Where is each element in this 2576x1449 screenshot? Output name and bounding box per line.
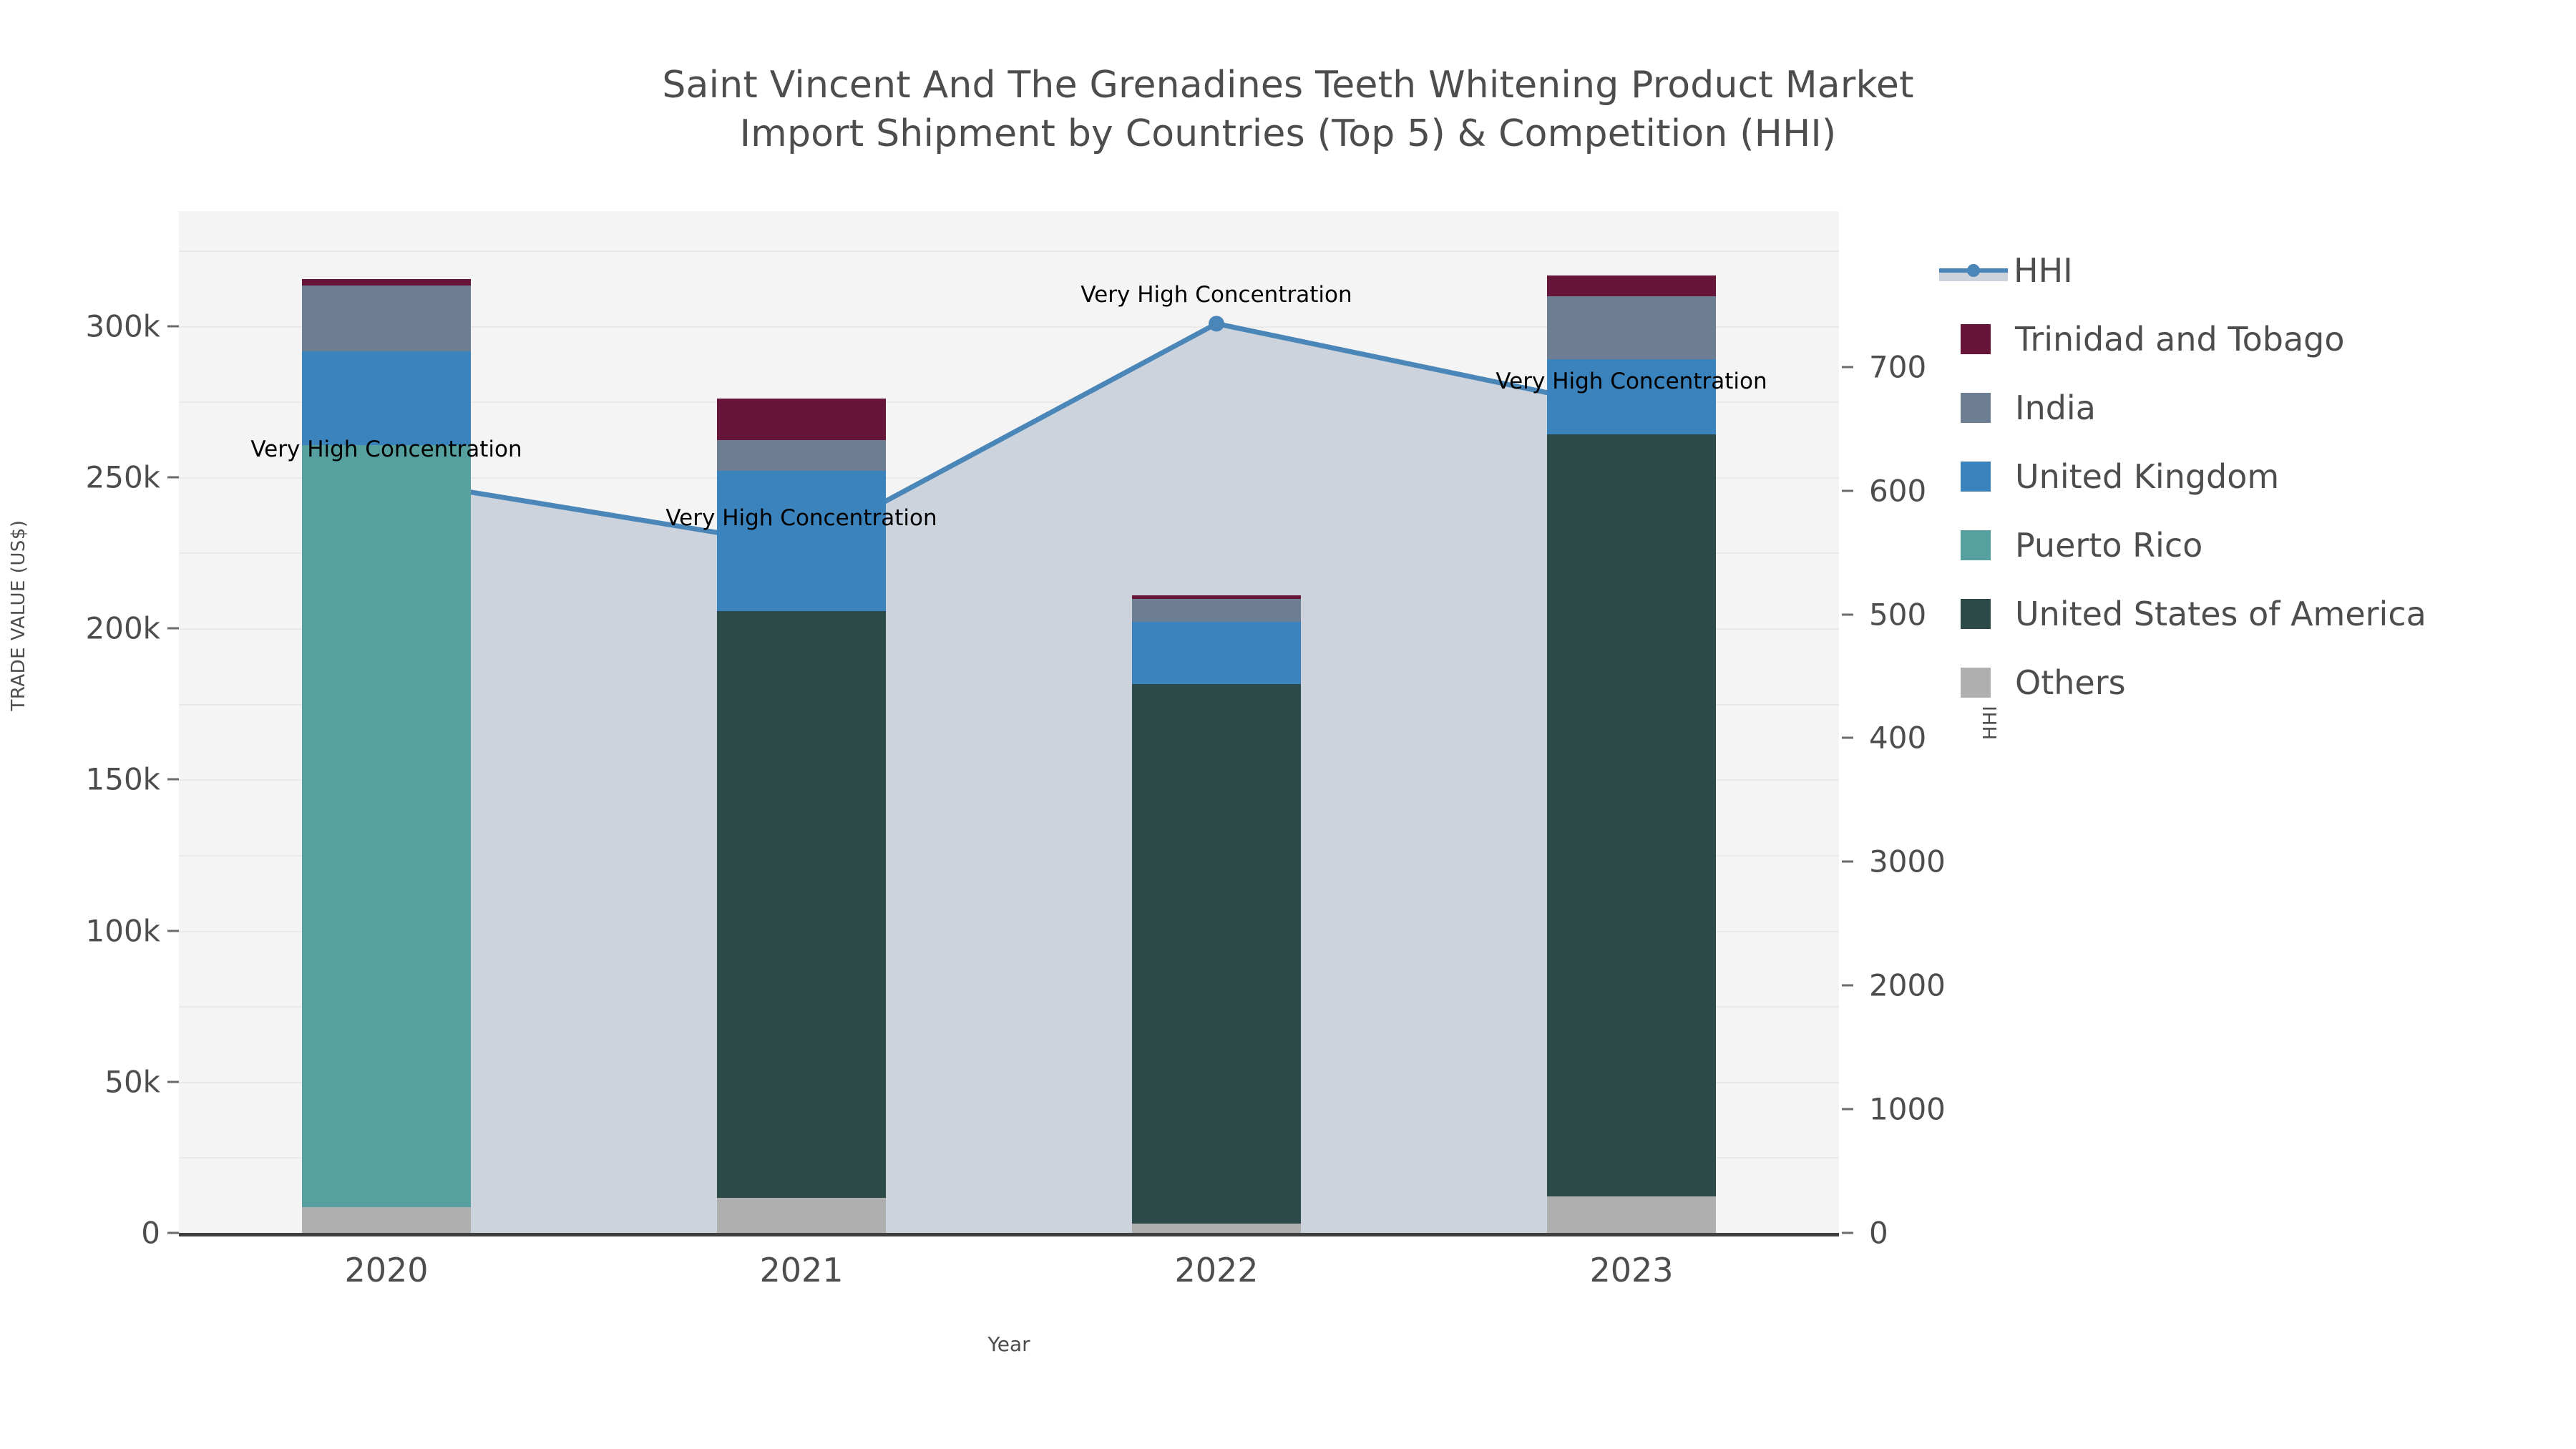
legend-line-marker	[1967, 264, 1980, 277]
y-axis-left-title: TRADE VALUE (US$)	[8, 519, 29, 711]
bar-group-2022[interactable]	[1132, 211, 1301, 1233]
y-tick-label-right: 1000	[1869, 1091, 1946, 1127]
bar-group-2021[interactable]	[717, 211, 886, 1233]
legend-item-label: United Kingdom	[2015, 457, 2280, 496]
y-tick-label-right: 500	[1869, 597, 1927, 633]
hhi-area-fill	[386, 323, 1631, 1233]
legend-item-trinidad-and-tobago[interactable]: Trinidad and Tobago	[1948, 305, 2426, 374]
legend-item-india[interactable]: India	[1948, 374, 2426, 442]
gridline	[179, 401, 1839, 404]
bar-segment[interactable]	[1132, 1223, 1301, 1233]
y-tick-label-right: 400	[1869, 720, 1927, 756]
chart-title: Saint Vincent And The Grenadines Teeth W…	[0, 62, 2576, 158]
bar-segment[interactable]	[302, 351, 471, 446]
legend-color-swatch	[1961, 599, 1991, 629]
bar-segment[interactable]	[1547, 296, 1716, 360]
y-tick-mark-right	[1842, 984, 1853, 987]
chart-legend: HHI Trinidad and Tobago India United Kingdo…	[1939, 236, 2426, 717]
concentration-annotation: Very High Concentration	[1080, 282, 1352, 308]
bar-segment[interactable]	[1547, 275, 1716, 296]
legend-color-swatch	[1961, 668, 1991, 698]
gridline	[179, 250, 1839, 252]
y-tick-mark-right	[1842, 1108, 1853, 1111]
y-tick-label-left: 300k	[85, 308, 161, 344]
legend-item-hhi[interactable]: HHI	[1939, 236, 2426, 305]
bar-segment[interactable]	[302, 278, 471, 286]
bar-segment[interactable]	[717, 611, 886, 1198]
x-tick-label-2022: 2022	[1174, 1251, 1259, 1289]
legend-color-swatch	[1961, 393, 1991, 423]
y-tick-mark-right	[1842, 489, 1853, 492]
gridline	[179, 326, 1839, 328]
y-tick-mark-left	[167, 476, 179, 479]
bar-segment[interactable]	[1132, 683, 1301, 1224]
bar-group-2020[interactable]	[302, 211, 471, 1233]
y-tick-label-right: 700	[1869, 349, 1927, 385]
y-tick-label-right: 600	[1869, 473, 1927, 509]
x-axis-title: Year	[987, 1332, 1030, 1356]
legend-color-swatch	[1961, 462, 1991, 492]
y-tick-mark-left	[167, 778, 179, 781]
y-tick-mark-right	[1842, 736, 1853, 739]
bar-segment[interactable]	[717, 440, 886, 471]
y-tick-mark-left	[167, 930, 179, 932]
bar-segment[interactable]	[717, 1198, 886, 1233]
bar-segment[interactable]	[1547, 1196, 1716, 1233]
legend-item-united-states-of-america[interactable]: United States of America	[1948, 580, 2426, 648]
bar-segment[interactable]	[302, 445, 471, 1208]
legend-color-swatch	[1961, 324, 1991, 354]
chart-title-line2: Import Shipment by Countries (Top 5) & C…	[739, 112, 1837, 155]
y-tick-mark-left	[167, 1080, 179, 1083]
legend-color-swatch	[1961, 530, 1991, 560]
stacked-bars-layer	[179, 211, 1839, 1233]
legend-item-label: HHI	[2014, 251, 2073, 290]
bar-segment[interactable]	[717, 398, 886, 441]
bar-segment[interactable]	[302, 1207, 471, 1233]
y-tick-label-left: 250k	[85, 459, 161, 495]
y-tick-mark-left	[167, 627, 179, 630]
bar-segment[interactable]	[1132, 595, 1301, 599]
hhi-marker	[1209, 316, 1224, 332]
y-tick-label-right: 3000	[1869, 844, 1946, 879]
x-tick-label-2020: 2020	[344, 1251, 429, 1289]
y-tick-label-left: 200k	[85, 610, 161, 646]
legend-item-puerto-rico[interactable]: Puerto Rico	[1948, 511, 2426, 580]
bar-segment[interactable]	[1132, 621, 1301, 684]
y-tick-mark-right	[1842, 860, 1853, 863]
chart-title-line1: Saint Vincent And The Grenadines Teeth W…	[662, 64, 1914, 107]
hhi-line	[386, 321, 1632, 550]
y-tick-mark-right	[1842, 1231, 1853, 1234]
x-tick-label-2023: 2023	[1589, 1251, 1674, 1289]
legend-item-label: Trinidad and Tobago	[2015, 320, 2345, 358]
y-tick-label-left: 100k	[85, 913, 161, 948]
legend-item-label: United States of America	[2015, 595, 2426, 633]
y-tick-mark-left	[167, 1231, 179, 1234]
bar-segment[interactable]	[1547, 359, 1716, 435]
y-tick-label-left: 50k	[104, 1064, 160, 1100]
legend-item-label: Puerto Rico	[2015, 526, 2203, 565]
legend-item-others[interactable]: Others	[1948, 648, 2426, 717]
concentration-annotation: Very High Concentration	[1496, 369, 1767, 395]
legend-item-label: Others	[2015, 663, 2126, 702]
x-tick-label-2021: 2021	[759, 1251, 844, 1289]
bar-segment[interactable]	[1547, 434, 1716, 1196]
y-tick-mark-right	[1842, 613, 1853, 616]
legend-item-united-kingdom[interactable]: United Kingdom	[1948, 442, 2426, 511]
bar-group-2023[interactable]	[1547, 211, 1716, 1233]
concentration-annotation: Very High Concentration	[250, 436, 522, 463]
bar-segment[interactable]	[1132, 598, 1301, 622]
bar-segment[interactable]	[302, 285, 471, 352]
y-tick-mark-left	[167, 325, 179, 328]
x-axis-line	[179, 1233, 1839, 1236]
legend-line-swatch	[1939, 255, 2008, 286]
y-tick-mark-right	[1842, 366, 1853, 369]
legend-item-label: India	[2015, 389, 2096, 427]
y-tick-label-right: 0	[1869, 1215, 1888, 1251]
concentration-annotation: Very High Concentration	[665, 504, 937, 531]
y-tick-label-right: 2000	[1869, 967, 1946, 1003]
bar-segment[interactable]	[717, 470, 886, 612]
y-tick-label-left: 150k	[85, 761, 161, 797]
y-tick-label-left: 0	[141, 1215, 160, 1251]
